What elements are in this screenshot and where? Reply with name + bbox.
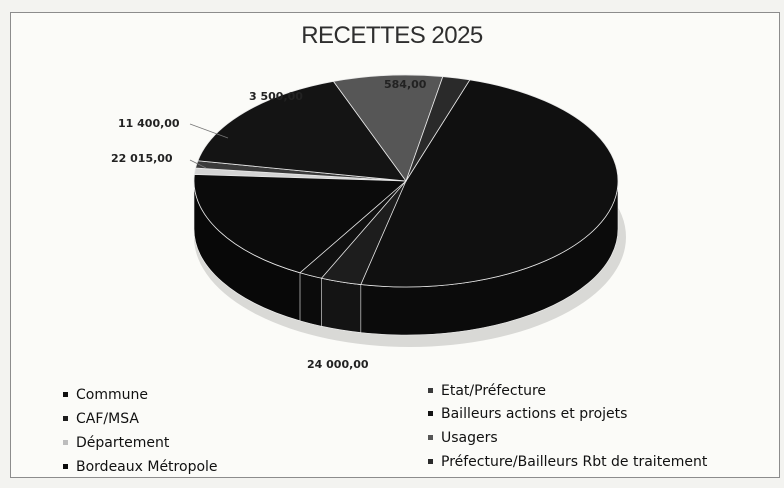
legend-marker xyxy=(63,391,68,397)
data-label-3500: 3 500,00 xyxy=(249,90,303,103)
legend-marker xyxy=(428,434,433,440)
chart-title: RECETTES 2025 xyxy=(301,22,483,49)
pie-slice-bordeaux-metropole xyxy=(193,174,408,274)
legend-item-usagers: Usagers xyxy=(428,430,498,446)
legend-marker xyxy=(428,387,433,393)
pie-slice-bailleurs-actions-et-projets xyxy=(197,80,407,182)
legend-label: Bailleurs actions et projets xyxy=(441,406,628,422)
pie-layer xyxy=(189,74,626,347)
data-label-24000: 24 000,00 xyxy=(307,358,369,371)
legend-label: Département xyxy=(76,435,170,451)
legend-label: Préfecture/Bailleurs Rbt de traitement xyxy=(441,454,708,470)
legend-item-etat-prefecture: Etat/Préfecture xyxy=(428,383,546,399)
legend-item-caf-msa: CAF/MSA xyxy=(63,411,139,427)
legend-label: CAF/MSA xyxy=(76,411,139,427)
data-label-584: 584,00 xyxy=(384,78,427,91)
legend-item-departement: Département xyxy=(63,435,169,451)
pie-side-caf-msa xyxy=(321,277,362,333)
legend-marker xyxy=(63,415,68,421)
pie-slice-prefecture-bailleurs-rbt-de-traitement xyxy=(405,76,471,182)
legend-label: Commune xyxy=(76,387,148,403)
leader-line-1 xyxy=(189,159,207,169)
data-label-11400: 11 400,00 xyxy=(118,117,180,130)
data-label-22015: 22 015,00 xyxy=(111,152,173,165)
legend-marker xyxy=(63,463,68,469)
legend-item-prefecture-bailleurs-rbt: Préfecture/Bailleurs Rbt de traitement xyxy=(428,454,707,470)
legend-label: Bordeaux Métropole xyxy=(76,459,218,475)
legend-marker xyxy=(428,410,433,416)
leader-line-0 xyxy=(189,123,229,139)
legend-marker xyxy=(63,439,68,445)
legend-label: Usagers xyxy=(441,430,498,446)
legend-item-bordeaux-metropole: Bordeaux Métropole xyxy=(63,459,218,475)
legend-item-commune: Commune xyxy=(63,387,148,403)
legend-marker xyxy=(428,458,433,464)
pie-slice-caf-msa xyxy=(320,180,407,285)
legend-item-bailleurs-actions: Bailleurs actions et projets xyxy=(428,406,627,422)
legend-label: Etat/Préfecture xyxy=(441,383,547,399)
pie-slice-usagers xyxy=(332,74,444,182)
